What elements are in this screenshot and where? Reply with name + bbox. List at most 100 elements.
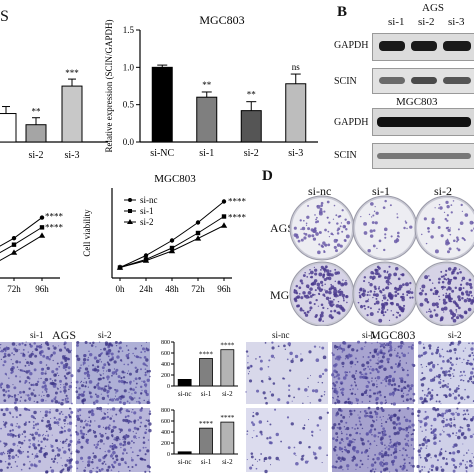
bar-si-2	[220, 349, 235, 387]
x-tick-label: si-1	[199, 148, 214, 159]
blot-strip-scin-mgc803	[372, 143, 474, 169]
y-tick-label: 1.0	[123, 62, 135, 72]
lane-label-si-1: si-1	[388, 16, 405, 28]
micrograph	[332, 408, 414, 472]
bar-si-2	[240, 110, 262, 143]
bar-si-nc	[177, 379, 192, 387]
y-tick-label: 800	[161, 340, 170, 346]
x-tick-label: 72h	[191, 284, 205, 294]
significance-label: **	[247, 90, 257, 100]
marker-square	[11, 242, 17, 247]
colony-col-label-si-nc: si-nc	[308, 184, 332, 198]
marker-circle	[39, 215, 45, 220]
x-tick-label: 24h	[139, 284, 153, 294]
micrograph	[246, 408, 328, 472]
significance-label: ****	[228, 213, 247, 223]
marker-triangle	[194, 235, 202, 241]
series-line	[0, 226, 43, 254]
blot-label-scin-2: SCIN	[334, 150, 357, 161]
y-tick-label: 400	[161, 430, 170, 436]
significance-label: ****	[45, 222, 64, 232]
colony-col-label-si-1: si-1	[372, 184, 390, 198]
significance-label: ns	[292, 62, 301, 72]
bar-si-1	[199, 427, 213, 455]
colony-col-label-si-2: si-2	[434, 184, 452, 198]
bar-si-2	[25, 124, 47, 143]
significance-label: **	[32, 107, 42, 117]
x-tick-label: 96h	[217, 284, 231, 294]
bar-si-1	[196, 96, 218, 143]
x-tick-label: 48h	[165, 284, 179, 294]
colony-formation-panel: si-nc si-1 si-2 AGS MGC803	[270, 176, 474, 326]
significance-label: ****	[199, 351, 214, 359]
x-tick-label: si-NC	[150, 148, 174, 159]
significance-label: **	[202, 80, 212, 90]
x-tick-label: si-2	[222, 458, 233, 466]
marker-circle	[11, 235, 17, 241]
bar-chart-ags-invasion: 0 200 400 600 800 si-nc **** si-1 **** si-2	[152, 336, 242, 406]
significance-label: ****	[228, 197, 247, 207]
blot-strip-gapdh-ags	[372, 33, 474, 61]
marker-triangle	[38, 232, 46, 238]
marker-square	[128, 209, 132, 213]
marker-triangle	[116, 264, 124, 270]
series-line	[0, 217, 43, 247]
blot-strip-gapdh-mgc803	[372, 108, 474, 136]
marker-circle	[169, 238, 175, 243]
western-blot-panel: AGS si-1 si-2 si-3 GAPDH SCIN MGC803 GAP…	[330, 0, 474, 170]
line-chart-ags-growth: 72h 96h ********	[0, 212, 64, 294]
chart-title: MGC803	[199, 13, 244, 27]
x-tick-label: si-nc	[178, 390, 192, 398]
invasion-title-ags: AGS	[52, 328, 77, 342]
x-tick-label: 96h	[35, 284, 49, 294]
bar-chart-mgc803-expression: MGC803 0.0 0.5 1.0 1.5 Relative expression (S…	[104, 13, 318, 159]
western-title-mgc803: MGC803	[396, 96, 438, 108]
y-tick-label: 200	[161, 441, 170, 447]
western-title-ags: AGS	[422, 2, 445, 14]
x-tick-label: 72h	[7, 284, 21, 294]
chart-title-fragment: S	[0, 8, 9, 25]
blot-label-gapdh-2: GAPDH	[334, 117, 369, 128]
bar-si-nc	[177, 451, 192, 455]
colony-row-label-ags: AGS	[270, 221, 295, 235]
significance-label: ****	[45, 212, 64, 222]
y-tick-label: 1.5	[123, 25, 135, 35]
x-tick-label: si-3	[288, 148, 303, 159]
x-tick-label: si-2	[222, 390, 233, 398]
invasion-col-label-si-1-mgc: si-1	[362, 330, 376, 340]
y-tick-label: 400	[161, 362, 170, 368]
invasion-col-label-si-1: si-1	[30, 330, 44, 340]
y-tick-label: 0.0	[123, 137, 135, 147]
chart-title: MGC803	[154, 173, 196, 185]
marker-square	[195, 230, 201, 236]
x-tick-label: 0h	[116, 284, 126, 294]
significance-label: ****	[220, 342, 235, 350]
bar-si-2	[220, 421, 235, 455]
panel-label-d: D	[262, 168, 273, 184]
legend-label: si-1	[140, 206, 154, 216]
y-tick-label: 600	[161, 351, 170, 357]
marker-square	[221, 214, 227, 219]
panel-label-b: B	[337, 4, 348, 20]
blot-label-scin: SCIN	[334, 76, 357, 87]
x-tick-label: si-nc	[178, 458, 192, 466]
y-axis-label: Relative expression (SCIN/GAPDH)	[104, 20, 114, 153]
y-tick-label: 600	[161, 419, 170, 425]
bar-si-3	[285, 83, 307, 143]
invasion-panel: AGS si-1 si-2 MGC803 si-nc si-1 si-2 0 20…	[0, 326, 474, 474]
x-tick-label: si-2	[29, 150, 44, 161]
marker-circle	[143, 253, 149, 258]
marker-triangle	[220, 222, 228, 228]
bar-si-3	[61, 85, 83, 143]
y-tick-label: 0	[167, 384, 170, 390]
lane-label-si-3: si-3	[448, 16, 465, 28]
x-tick-label: si-2	[244, 148, 259, 159]
invasion-col-label-si-nc-mgc: si-nc	[272, 330, 290, 340]
marker-triangle	[168, 247, 176, 254]
marker-square	[39, 225, 45, 230]
marker-triangle	[127, 219, 133, 224]
marker-circle	[128, 198, 132, 202]
x-tick-label: si-1	[201, 458, 212, 466]
y-tick-label: 200	[161, 373, 170, 379]
